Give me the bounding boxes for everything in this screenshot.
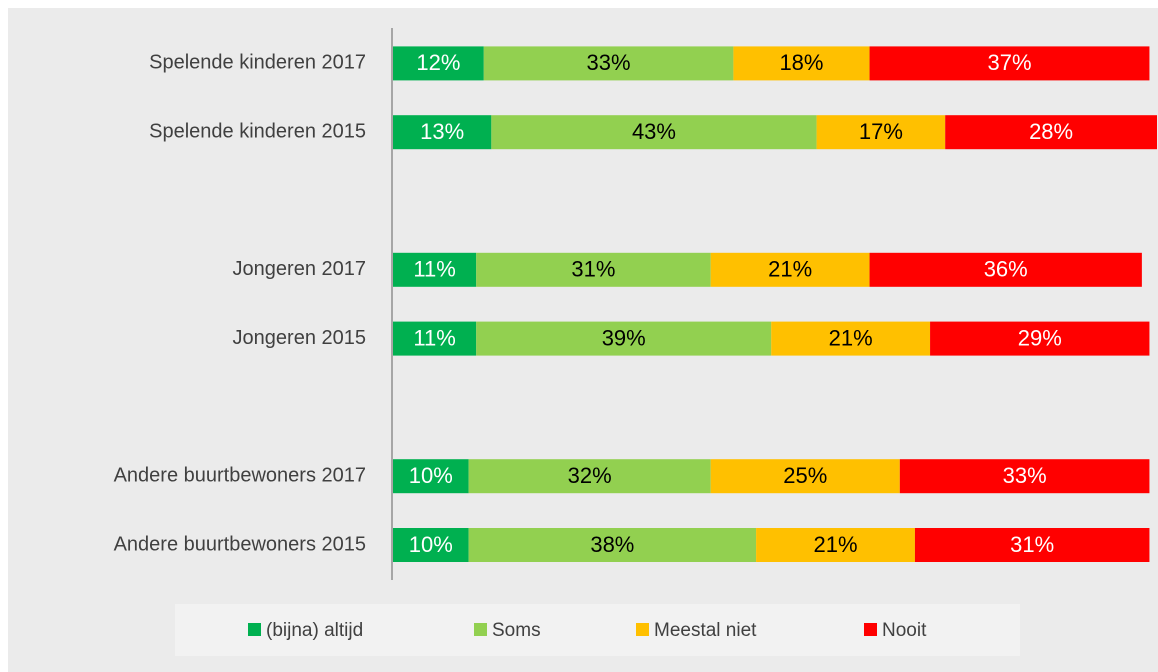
bar-segment bbox=[945, 115, 1157, 150]
bar-segment bbox=[869, 46, 1150, 81]
legend-label: (bijna) altijd bbox=[266, 620, 363, 641]
data-label: 31% bbox=[571, 257, 615, 282]
bar-segment bbox=[816, 115, 946, 150]
legend-swatch bbox=[864, 623, 877, 636]
legend-swatch bbox=[474, 623, 487, 636]
bar-segment bbox=[468, 528, 757, 562]
bar-segment bbox=[393, 252, 477, 287]
category-label: Andere buurtbewoners 2017 bbox=[114, 464, 366, 486]
data-label: 31% bbox=[1010, 532, 1054, 557]
bar-segment bbox=[393, 115, 492, 150]
bar-segment bbox=[710, 252, 870, 287]
bar-segment bbox=[756, 528, 915, 562]
data-label: 17% bbox=[859, 119, 903, 144]
bar-segment bbox=[393, 528, 469, 562]
legend-box bbox=[175, 604, 1020, 656]
data-label: 28% bbox=[1029, 119, 1073, 144]
bar-segment bbox=[899, 459, 1150, 494]
category-label: Jongeren 2017 bbox=[233, 258, 366, 280]
data-label: 18% bbox=[779, 50, 823, 75]
data-label: 32% bbox=[568, 463, 612, 488]
data-label: 11% bbox=[413, 257, 455, 282]
data-label: 11% bbox=[413, 325, 455, 350]
bar-segment bbox=[393, 459, 469, 494]
legend-swatch bbox=[636, 623, 649, 636]
data-label: 10% bbox=[409, 532, 453, 557]
category-label: Spelende kinderen 2017 bbox=[149, 52, 366, 74]
bar-segment bbox=[771, 321, 931, 356]
data-label: 21% bbox=[829, 325, 873, 350]
bar-segment bbox=[468, 459, 711, 494]
data-label: 36% bbox=[984, 257, 1028, 282]
data-label: 39% bbox=[602, 325, 646, 350]
data-label: 33% bbox=[587, 50, 631, 75]
category-label: Jongeren 2015 bbox=[233, 327, 366, 349]
data-label: 33% bbox=[1003, 463, 1047, 488]
bar-segment bbox=[393, 46, 484, 81]
bar-segment bbox=[930, 321, 1150, 356]
bar-segment bbox=[476, 321, 772, 356]
data-label: 10% bbox=[409, 463, 453, 488]
bar-segment bbox=[476, 252, 711, 287]
bar-segment bbox=[491, 115, 817, 150]
data-label: 38% bbox=[590, 532, 634, 557]
bar-segment bbox=[869, 252, 1142, 287]
legend-label: Nooit bbox=[882, 620, 927, 641]
data-label: 21% bbox=[768, 257, 812, 282]
data-label: 37% bbox=[987, 50, 1031, 75]
data-label: 13% bbox=[420, 119, 464, 144]
bar-segment bbox=[710, 459, 900, 494]
legend-label: Soms bbox=[492, 620, 541, 641]
category-label: Andere buurtbewoners 2015 bbox=[114, 533, 366, 555]
bar-segment bbox=[393, 321, 477, 356]
data-label: 12% bbox=[416, 50, 460, 75]
data-label: 21% bbox=[813, 532, 857, 557]
legend-label: Meestal niet bbox=[654, 620, 757, 641]
category-label: Spelende kinderen 2015 bbox=[149, 120, 366, 142]
data-label: 25% bbox=[783, 463, 827, 488]
bar-segment bbox=[914, 528, 1150, 562]
data-label: 43% bbox=[632, 119, 676, 144]
bar-segment bbox=[483, 46, 734, 81]
data-label: 29% bbox=[1018, 325, 1062, 350]
bar-segment bbox=[733, 46, 870, 81]
legend-swatch bbox=[248, 623, 261, 636]
